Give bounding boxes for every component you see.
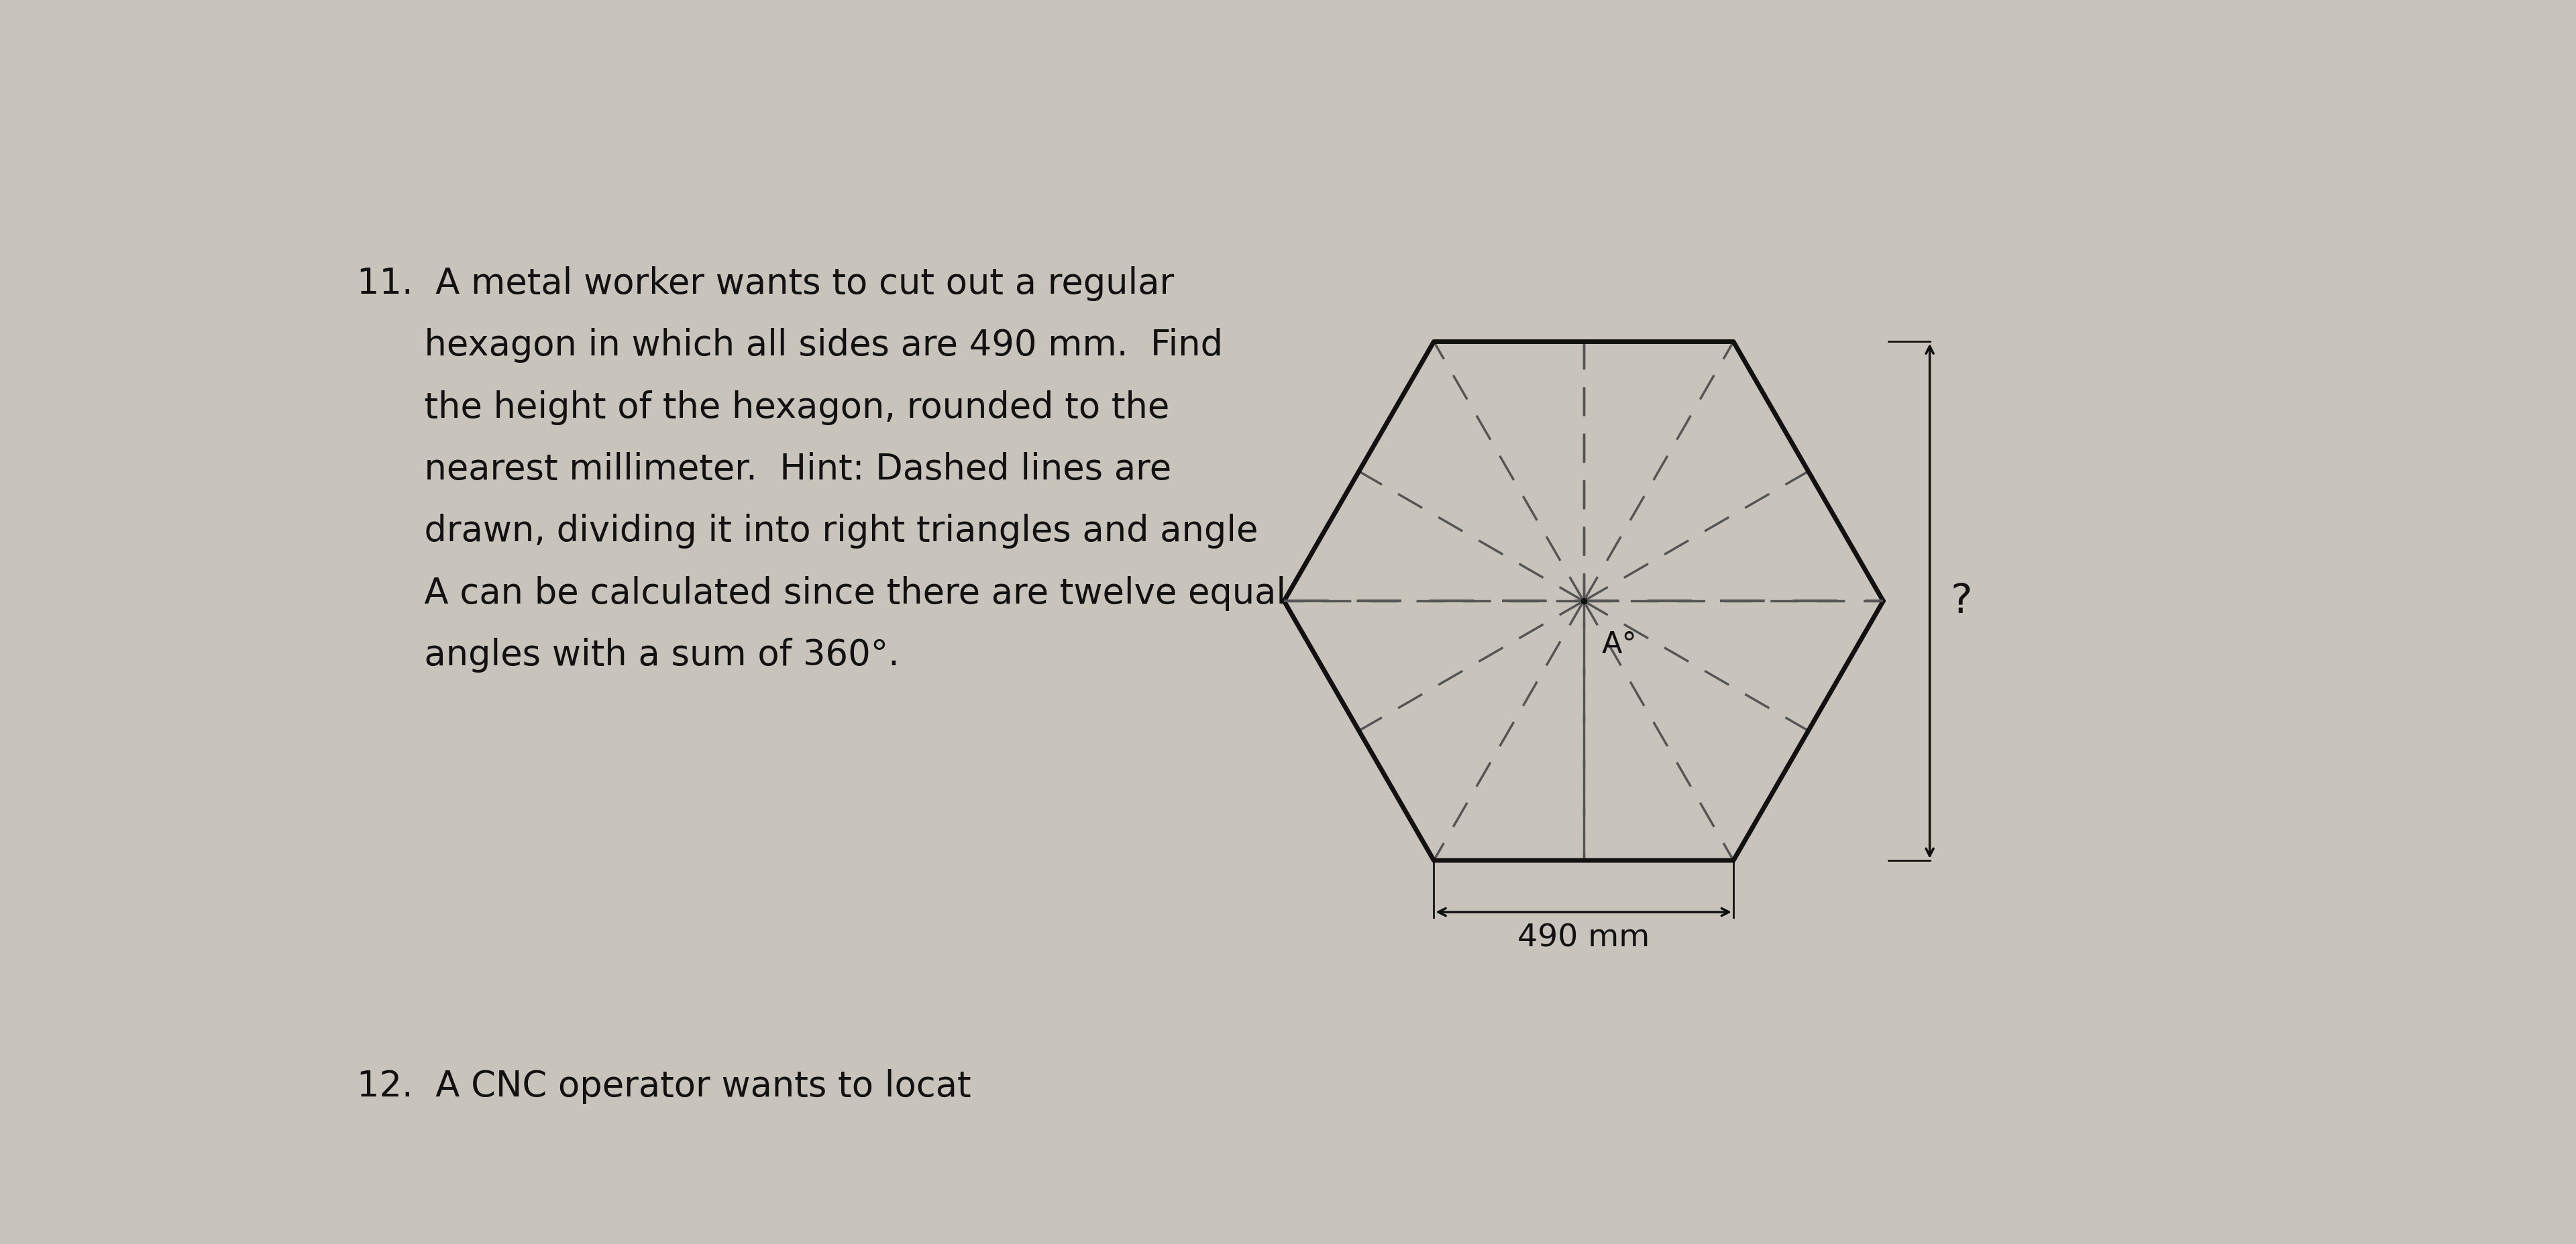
Text: hexagon in which all sides are 490 mm.  Find: hexagon in which all sides are 490 mm. F… xyxy=(358,328,1224,363)
Text: 12.  A CNC operator wants to locat: 12. A CNC operator wants to locat xyxy=(358,1069,971,1103)
Text: the height of the hexagon, rounded to the: the height of the hexagon, rounded to th… xyxy=(358,389,1170,424)
Text: angles with a sum of 360°.: angles with a sum of 360°. xyxy=(358,637,899,672)
Text: A°: A° xyxy=(1602,629,1638,658)
Text: A can be calculated since there are twelve equal: A can be calculated since there are twel… xyxy=(358,576,1285,611)
Text: ?: ? xyxy=(1950,582,1973,621)
Text: 11.  A metal worker wants to cut out a regular: 11. A metal worker wants to cut out a re… xyxy=(358,266,1175,301)
Text: drawn, dividing it into right triangles and angle: drawn, dividing it into right triangles … xyxy=(358,514,1257,549)
Text: nearest millimeter.  Hint: Dashed lines are: nearest millimeter. Hint: Dashed lines a… xyxy=(358,452,1172,486)
Text: 490 mm: 490 mm xyxy=(1517,923,1649,953)
